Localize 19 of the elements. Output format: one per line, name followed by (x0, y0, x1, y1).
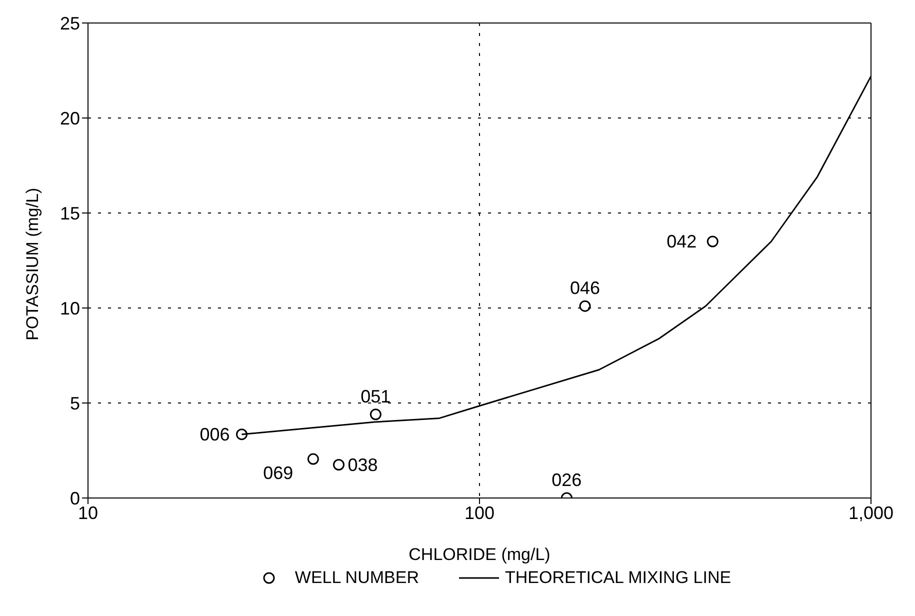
x-axis-title: CHLORIDE (mg/L) (408, 545, 550, 564)
annotation: 026 (552, 470, 582, 490)
annotation: 006 (200, 424, 230, 444)
annotation: 069 (263, 463, 294, 484)
annotation: 046 (570, 278, 600, 298)
y-tick-label: 0 (70, 488, 80, 508)
legend-label: WELL NUMBER (294, 568, 419, 588)
x-tick-label: 100 (464, 502, 495, 523)
y-tick-label: 20 (60, 108, 80, 128)
y-tick-label: 15 (60, 203, 80, 224)
annotation: 042 (666, 232, 697, 252)
y-tick-label: 5 (70, 393, 80, 414)
annotation: 051 (360, 386, 391, 406)
legend-label: THEORETICAL MIXING LINE (504, 568, 732, 588)
y-tick-label: 25 (60, 13, 80, 34)
y-tick-label: 10 (60, 298, 80, 318)
annotation: 038 (348, 454, 378, 475)
x-tick-label: 1,000 (848, 502, 894, 523)
y-axis-title: POTASSIUM (mg/L) (23, 188, 42, 340)
